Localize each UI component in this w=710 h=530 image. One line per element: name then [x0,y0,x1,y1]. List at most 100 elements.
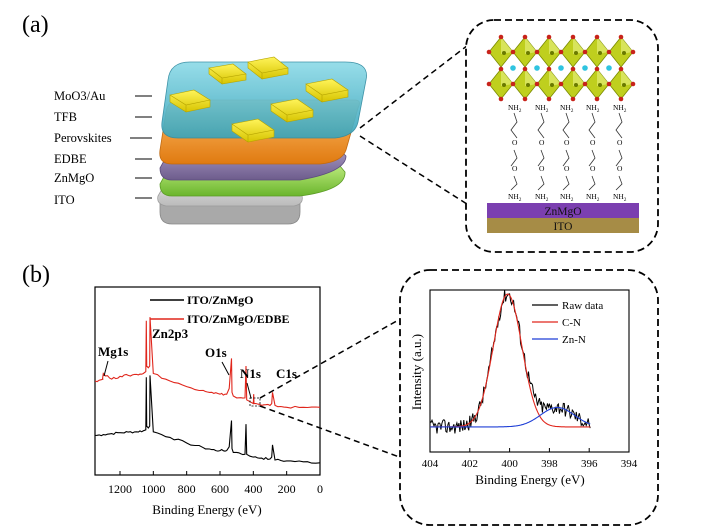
cation [558,65,564,71]
legend-zn-n: Zn-N [562,334,586,346]
alkyl-chain [615,112,623,191]
electrode [247,56,289,80]
amine-subscript: 2 [597,198,600,203]
ito-layer [487,218,639,233]
n1s-plot-frame [429,289,630,453]
halide-atom [546,66,552,72]
halide-atom [606,49,612,55]
x-tick-label: 394 [621,458,638,470]
halide-atom [546,34,552,40]
amine-subscript: 2 [546,109,549,114]
zoom-connector [359,135,471,207]
label-tfb: TFB [54,110,77,124]
molecular-inset: NH2OONH2NH2OONH2NH2OONH2NH2OONH2NH2OONH2… [465,19,659,253]
amine-label: NH2 [560,192,574,203]
survey-series [95,317,320,464]
halide-atom [498,66,504,72]
amine-subscript: 2 [624,198,627,203]
oxygen-label: O [590,138,596,147]
alkyl-chain [588,112,596,191]
legend-raw-data: Raw data [562,300,603,312]
n1s-legend: Raw data C-N Zn-N [532,300,603,346]
electrode [208,63,247,85]
oxygen-label: O [512,138,518,147]
halide-atom [546,96,552,102]
layer-tfb [161,61,367,139]
znmgo-layer [487,203,639,218]
halide-atom [486,49,492,55]
oxygen-label: O [564,138,570,147]
x-tick-label: 800 [178,482,196,496]
peak-pointer [221,361,230,376]
halide-atom [618,96,624,102]
octahedron-facet [549,69,561,86]
x-tick-label: 400 [501,458,518,470]
oxygen-label: O [564,164,570,173]
halide-atom [630,49,636,55]
metal-atom [598,51,602,55]
metal-atom [502,83,506,87]
zoom-connector [259,317,403,399]
ito-layer-label: ITO [554,221,573,233]
x-tick-label: 396 [581,458,598,470]
amine-subscript: 2 [571,109,574,114]
x-tick-label: 1000 [141,482,165,496]
legend-ito-znmgo: ITO/ZnMgO [187,293,253,307]
n1s-series [430,290,591,434]
amine-label: NH2 [535,192,549,203]
perovskite-octahedra [486,34,636,102]
amine-label: NH2 [586,103,600,114]
electrode [231,118,275,143]
halide-atom [582,81,588,87]
amine-label: NH2 [560,103,574,114]
octahedron-facet [501,37,513,54]
oxygen-label: O [617,164,623,173]
x-tick-label: 600 [211,482,229,496]
inset-frame [465,19,659,253]
series-line-raw-data [430,290,591,434]
metal-atom [526,83,530,87]
amine-subscript: 2 [519,198,522,203]
label-edbe: EDBE [54,152,87,166]
panel-a-label: (a) [22,12,49,38]
halide-atom [522,66,528,72]
n1s-zoom-box [249,397,261,407]
amine-label: NH2 [535,103,549,114]
n1s-x-axis-title: Binding Energy (eV) [475,472,585,487]
electrode [305,78,349,103]
label-moo3-au: MoO3/Au [54,89,106,103]
halide-atom [570,66,576,72]
x-tick-label: 402 [462,458,479,470]
halide-atom [594,34,600,40]
halide-atom [618,66,624,72]
metal-atom [550,83,554,87]
oxygen-label: O [539,164,545,173]
zoom-connector [359,41,473,129]
halide-atom [594,66,600,72]
octahedron-facet [501,69,513,86]
x-tick-label: 398 [541,458,558,470]
octahedron-facet [573,37,585,54]
cation [534,65,540,71]
amine-label: NH2 [613,192,627,203]
halide-atom [594,96,600,102]
electrodes [169,56,349,143]
n1s-y-axis-title: Intensity (a.u.) [409,334,424,410]
metal-atom [598,83,602,87]
peak-label-c1s: C1s [276,366,297,381]
amine-subscript: 2 [597,109,600,114]
halide-atom [510,49,516,55]
label-ito: ITO [54,193,75,207]
octahedron-facet [525,69,537,86]
electrode [270,98,314,123]
halide-atom [498,34,504,40]
n1s-x-ticks: 404 402 400 398 396 394 [422,448,638,470]
survey-x-ticks: 1200 1000 800 600 400 200 0 [108,471,323,496]
halide-atom [630,81,636,87]
metal-atom [622,83,626,87]
halide-atom [606,81,612,87]
halide-atom [522,96,528,102]
peak-label-zn2p3: Zn2p3 [152,326,189,341]
halide-atom [534,49,540,55]
